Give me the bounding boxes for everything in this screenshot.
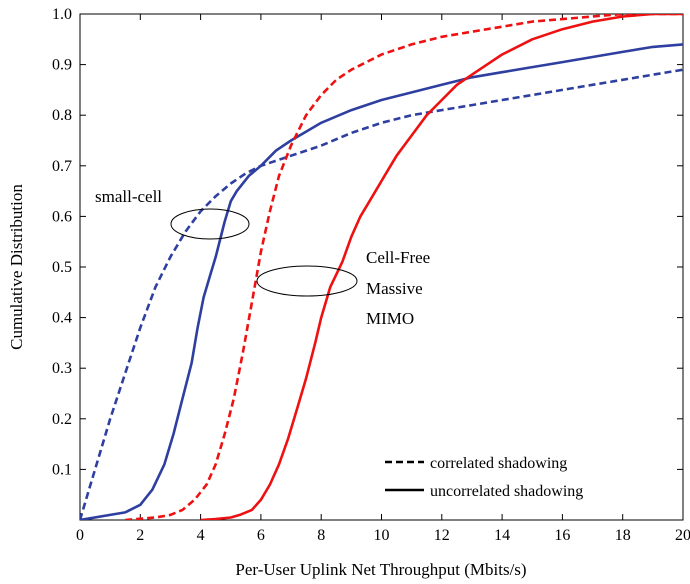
y-tick-label: 0.6 [52,208,72,225]
x-tick-label: 10 [374,527,390,544]
x-tick-label: 6 [257,527,265,544]
legend: correlated shadowing uncorrelated shadow… [385,455,583,500]
y-tick-label: 0.4 [52,310,72,327]
small-cell-annotation: small-cell [95,187,162,206]
x-tick-label: 2 [136,527,144,544]
cell-free-solid-line [200,14,683,520]
x-tick-label: 18 [615,527,631,544]
y-tick-label: 0.5 [52,259,72,276]
x-tick-label: 14 [494,527,510,544]
x-tick-label: 8 [317,527,325,544]
small-cell-dashed-line [80,68,683,520]
y-tick-label: 0.9 [52,57,72,74]
y-tick-label: 1.0 [52,6,72,23]
legend-label-uncorrelated: uncorrelated shadowing [430,483,583,500]
x-axis-label: Per-User Uplink Net Throughput (Mbits/s) [235,560,526,579]
cell-free-annotation-line-2: Massive [366,279,423,298]
small-cell-solid-line [80,43,683,520]
axis-ticks: 0 2 4 6 8 10 12 14 16 18 20 0.1 0.2 0.3 0.4 0.5 0.6 0.7 0.… [52,6,690,544]
x-tick-label: 12 [434,527,450,544]
x-tick-label: 20 [675,527,690,544]
small-cell-annotation-ellipse [170,208,250,240]
x-tick-label: 16 [554,527,570,544]
y-tick-label: 0.1 [52,461,72,478]
legend-label-correlated: correlated shadowing [430,455,567,472]
y-tick-label: 0.7 [52,158,72,175]
y-axis-label: Cumulative Distribution [7,184,26,350]
series-layer [80,14,683,520]
cell-free-dashed-line [125,14,683,520]
y-tick-label: 0.3 [52,360,72,377]
y-tick-label: 0.8 [52,107,72,124]
x-tick-label: 0 [76,527,84,544]
x-tick-label: 4 [197,527,205,544]
y-tick-label: 0.2 [52,411,72,428]
cell-free-annotation-line-3: MIMO [366,309,414,328]
cell-free-annotation-line-1: Cell-Free [366,248,430,267]
cell-free-annotation-ellipse [256,265,358,297]
